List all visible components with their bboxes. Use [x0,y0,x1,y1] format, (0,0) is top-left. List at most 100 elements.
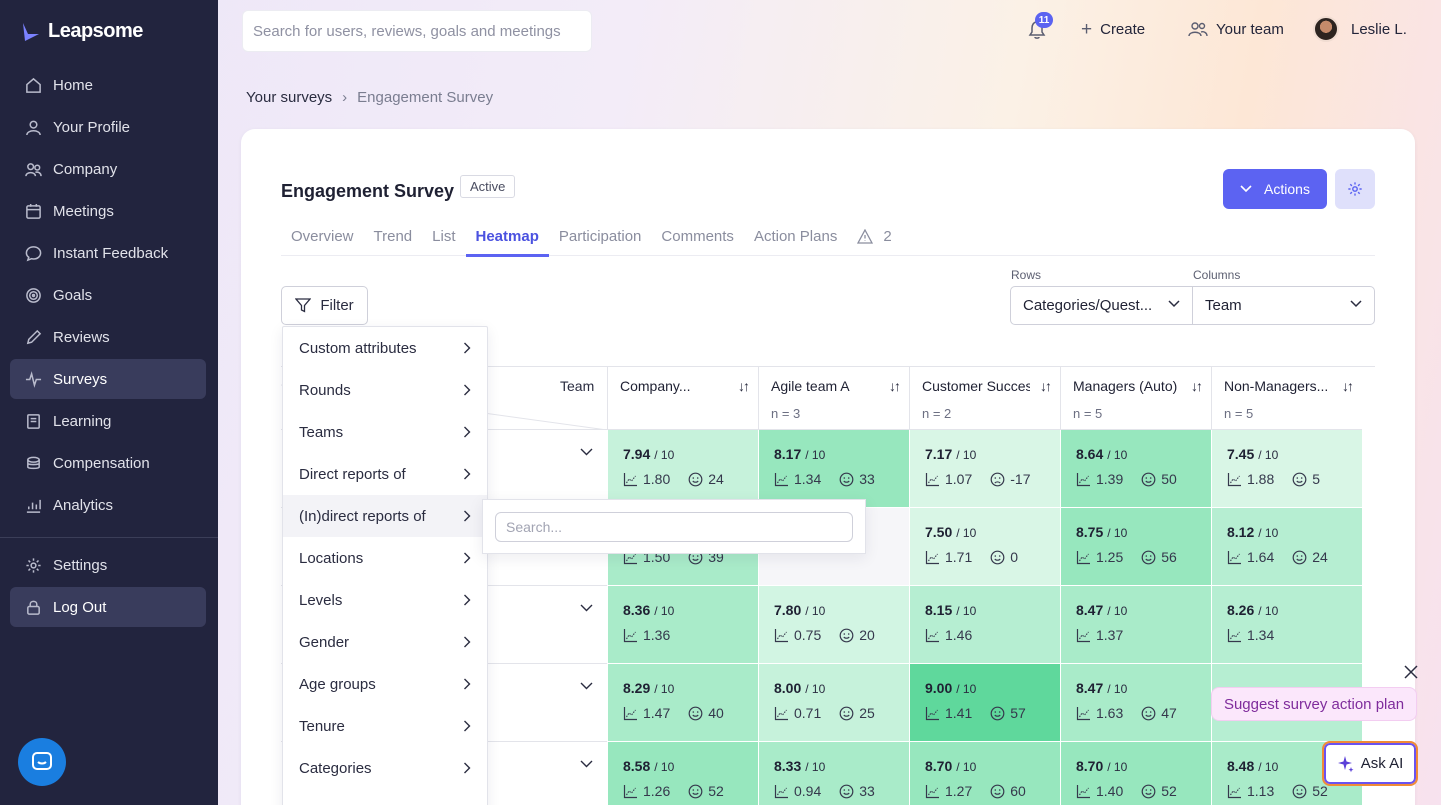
support-chat-button[interactable] [18,738,66,786]
column-header[interactable]: Managers (Auto) ↓↑ n = 5 [1060,367,1211,430]
cell-score-value: 8.64 [1076,446,1104,462]
heatmap-cell[interactable]: 8.47/ 10 1.63 47 [1060,664,1211,742]
cell-score-denominator: / 10 [1107,448,1128,462]
tab-trend[interactable]: Trend [373,227,413,245]
heatmap-cell[interactable]: 9.00/ 10 1.41 57 [909,664,1060,742]
heatmap-cell[interactable]: 8.17/ 10 1.34 33 [758,430,909,508]
heatmap-cell[interactable]: 8.26/ 10 1.34 [1211,586,1362,664]
heatmap-cell[interactable]: 8.47/ 10 1.37 [1060,586,1211,664]
chevron-down-icon[interactable] [580,604,593,612]
cell-score-value: 8.00 [774,680,802,696]
sidebar-item-compensation[interactable]: Compensation [10,443,206,483]
filter-menu-item[interactable]: Gender [283,621,487,663]
heatmap-cell[interactable]: 7.80/ 10 0.75 20 [758,586,909,664]
heatmap-cell[interactable]: 8.12/ 10 1.64 24 [1211,508,1362,586]
smile-face-icon [1292,472,1307,486]
cell-score-denominator: / 10 [654,682,675,696]
column-name: Managers (Auto) [1073,378,1178,394]
global-search-input[interactable]: Search for users, reviews, goals and mee… [242,10,592,52]
cell-deviation: 1.41 [945,705,973,721]
column-header[interactable]: Customer Success ↓↑ n = 2 [909,367,1060,430]
sort-icon[interactable]: ↓↑ [1342,378,1354,394]
tab-overview[interactable]: Overview [291,227,354,245]
heatmap-cell[interactable]: 8.36/ 10 1.36 [607,586,758,664]
your-team-label: Your team [1216,20,1284,38]
actions-button[interactable]: Actions [1223,169,1327,209]
tab-participation[interactable]: Participation [558,227,642,245]
user-menu[interactable]: Leslie L. [1313,16,1407,42]
heatmap-cell[interactable]: 7.45/ 10 1.88 5 [1211,430,1362,508]
chevron-right-icon [464,720,471,732]
cell-score-denominator: / 10 [956,526,977,540]
submenu-search-input[interactable]: Search... [495,512,853,542]
sidebar-item-your-profile[interactable]: Your Profile [10,107,206,147]
sidebar-item-meetings[interactable]: Meetings [10,191,206,231]
tab-warnings[interactable]: 2 [847,216,901,256]
sidebar-item-home[interactable]: Home [10,65,206,105]
sort-icon[interactable]: ↓↑ [889,378,901,394]
cell-enps: -17 [1010,471,1031,487]
filter-menu-item[interactable]: Tenure [283,705,487,747]
sidebar-item-learning[interactable]: Learning [10,401,206,441]
sort-icon[interactable]: ↓↑ [1040,378,1052,394]
tab-action-plans[interactable]: Action Plans [753,227,838,245]
heatmap-cell[interactable]: 8.33/ 10 0.94 33 [758,742,909,805]
filter-menu-item[interactable]: (In)direct reports of [283,495,487,537]
heatmap-cell[interactable]: 7.17/ 10 1.07 -17 [909,430,1060,508]
heatmap-cell[interactable]: 8.15/ 10 1.46 [909,586,1060,664]
chevron-down-icon[interactable] [580,760,593,768]
filter-menu-item[interactable]: Teams [283,411,487,453]
filter-menu-item[interactable]: Levels [283,579,487,621]
sidebar-item-goals[interactable]: Goals [10,275,206,315]
tab-list[interactable]: List [432,227,456,245]
survey-settings-button[interactable] [1335,169,1375,209]
filter-menu-item[interactable]: Rounds [283,369,487,411]
cell-score-value: 8.70 [1076,758,1104,774]
filter-menu-item[interactable]: Categories [283,747,487,789]
heatmap-cell[interactable]: 8.64/ 10 1.39 50 [1060,430,1211,508]
heatmap-cell[interactable]: 8.58/ 10 1.26 52 [607,742,758,805]
tab-comments[interactable]: Comments [661,227,734,245]
heatmap-cell[interactable]: 7.94/ 10 1.80 24 [607,430,758,508]
breadcrumb-your-surveys[interactable]: Your surveys [246,89,333,106]
filter-menu-item[interactable]: Locations [283,537,487,579]
filter-menu-item[interactable]: Custom attributes [283,327,487,369]
your-team-button[interactable]: Your team [1188,20,1284,38]
columns-select[interactable]: Team [1192,286,1375,325]
heatmap-cell[interactable]: 7.50/ 10 1.71 0 [909,508,1060,586]
filter-button[interactable]: Filter [281,286,368,325]
rows-select[interactable]: Categories/Quest... [1010,286,1193,325]
sidebar-item-reviews[interactable]: Reviews [10,317,206,357]
sidebar-item-analytics[interactable]: Analytics [10,485,206,525]
heatmap-cell[interactable]: 8.70/ 10 1.40 52 [1060,742,1211,805]
filter-menu-item[interactable]: Direct reports of [283,453,487,495]
heatmap-cell[interactable]: 8.29/ 10 1.47 40 [607,664,758,742]
sidebar-item-logout[interactable]: Log Out [10,587,206,627]
sidebar-item-settings[interactable]: Settings [10,545,206,585]
suggest-action-plan-button[interactable]: Suggest survey action plan [1211,687,1417,721]
chevron-down-icon[interactable] [580,448,593,456]
tab-heatmap[interactable]: Heatmap [465,216,550,257]
sort-icon[interactable]: ↓↑ [1191,378,1203,394]
ask-ai-button[interactable]: Ask AI [1322,741,1418,786]
columns-label: Columns [1193,268,1241,282]
sidebar-item-company[interactable]: Company [10,149,206,189]
column-header[interactable]: Agile team A ↓↑ n = 3 [758,367,909,430]
notification-badge: 11 [1035,12,1053,28]
column-header[interactable]: Company... ↓↑ [607,367,758,430]
sidebar-item-surveys[interactable]: Surveys [10,359,206,399]
chevron-down-icon[interactable] [580,682,593,690]
sort-icon[interactable]: ↓↑ [738,378,750,394]
heatmap-cell[interactable]: 8.75/ 10 1.25 56 [1060,508,1211,586]
cell-enps: 56 [1161,549,1177,565]
create-button[interactable]: + Create [1081,20,1145,39]
close-icon[interactable] [1402,663,1420,681]
cell-meta: 1.46 [925,627,1045,643]
column-header[interactable]: Non-Managers... ↓↑ n = 5 [1211,367,1362,430]
heatmap-cell[interactable]: 8.70/ 10 1.27 60 [909,742,1060,805]
heatmap-cell[interactable]: 8.00/ 10 0.71 25 [758,664,909,742]
leapsome-logo[interactable]: Leapsome [20,20,143,43]
heatmap-row-header[interactable] [281,742,607,805]
filter-menu-item[interactable]: Age groups [283,663,487,705]
sidebar-item-instant-feedback[interactable]: Instant Feedback [10,233,206,273]
